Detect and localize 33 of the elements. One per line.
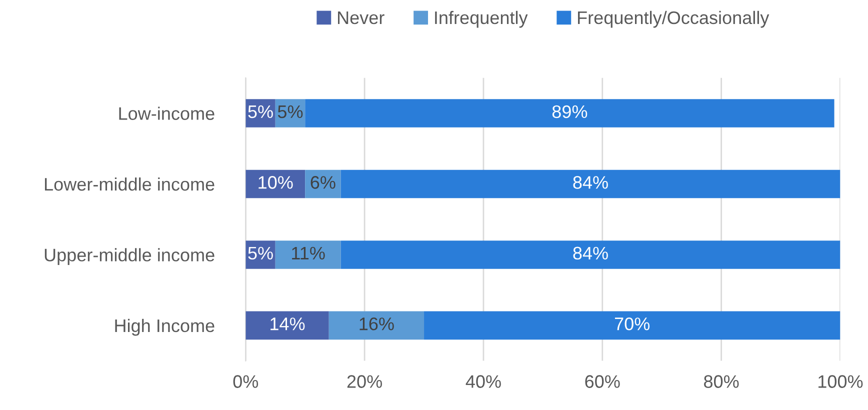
bar [275,240,341,269]
y-tick-label: Upper-middle income [44,248,214,265]
data-label: 14% [270,318,305,330]
data-label: 89% [552,105,588,118]
data-label: 84% [573,176,608,189]
x-tick-label: 100% [818,375,863,388]
bar [246,311,329,340]
bar [305,99,834,128]
data-label: 70% [614,318,650,330]
bar [246,170,306,198]
x-tick-label: 0% [233,375,258,388]
data-label: 5% [278,105,303,118]
data-label: 10% [258,176,293,189]
bar [340,240,840,269]
x-tick-label: 60% [585,375,620,388]
data-label: 5% [248,246,273,260]
y-tick-label: Lower-middle income [44,177,214,191]
legend-label: Frequently/Occasionally [578,10,770,28]
data-label: 6% [310,176,336,189]
bar [424,311,840,340]
data-label: 11% [292,246,325,260]
x-tick-label: 80% [704,375,739,388]
legend-label: Never [338,12,384,24]
y-tick-label: Low-income [119,106,214,120]
data-label: 16% [360,318,394,330]
bar [340,170,840,198]
data-label: 5% [248,105,273,118]
x-tick-label: 40% [466,375,501,388]
x-tick-label: 20% [347,375,382,388]
legend-label: Infrequently [435,10,528,28]
y-tick-label: High Income [115,318,214,336]
data-label: 84% [573,246,608,260]
bar [328,311,424,340]
